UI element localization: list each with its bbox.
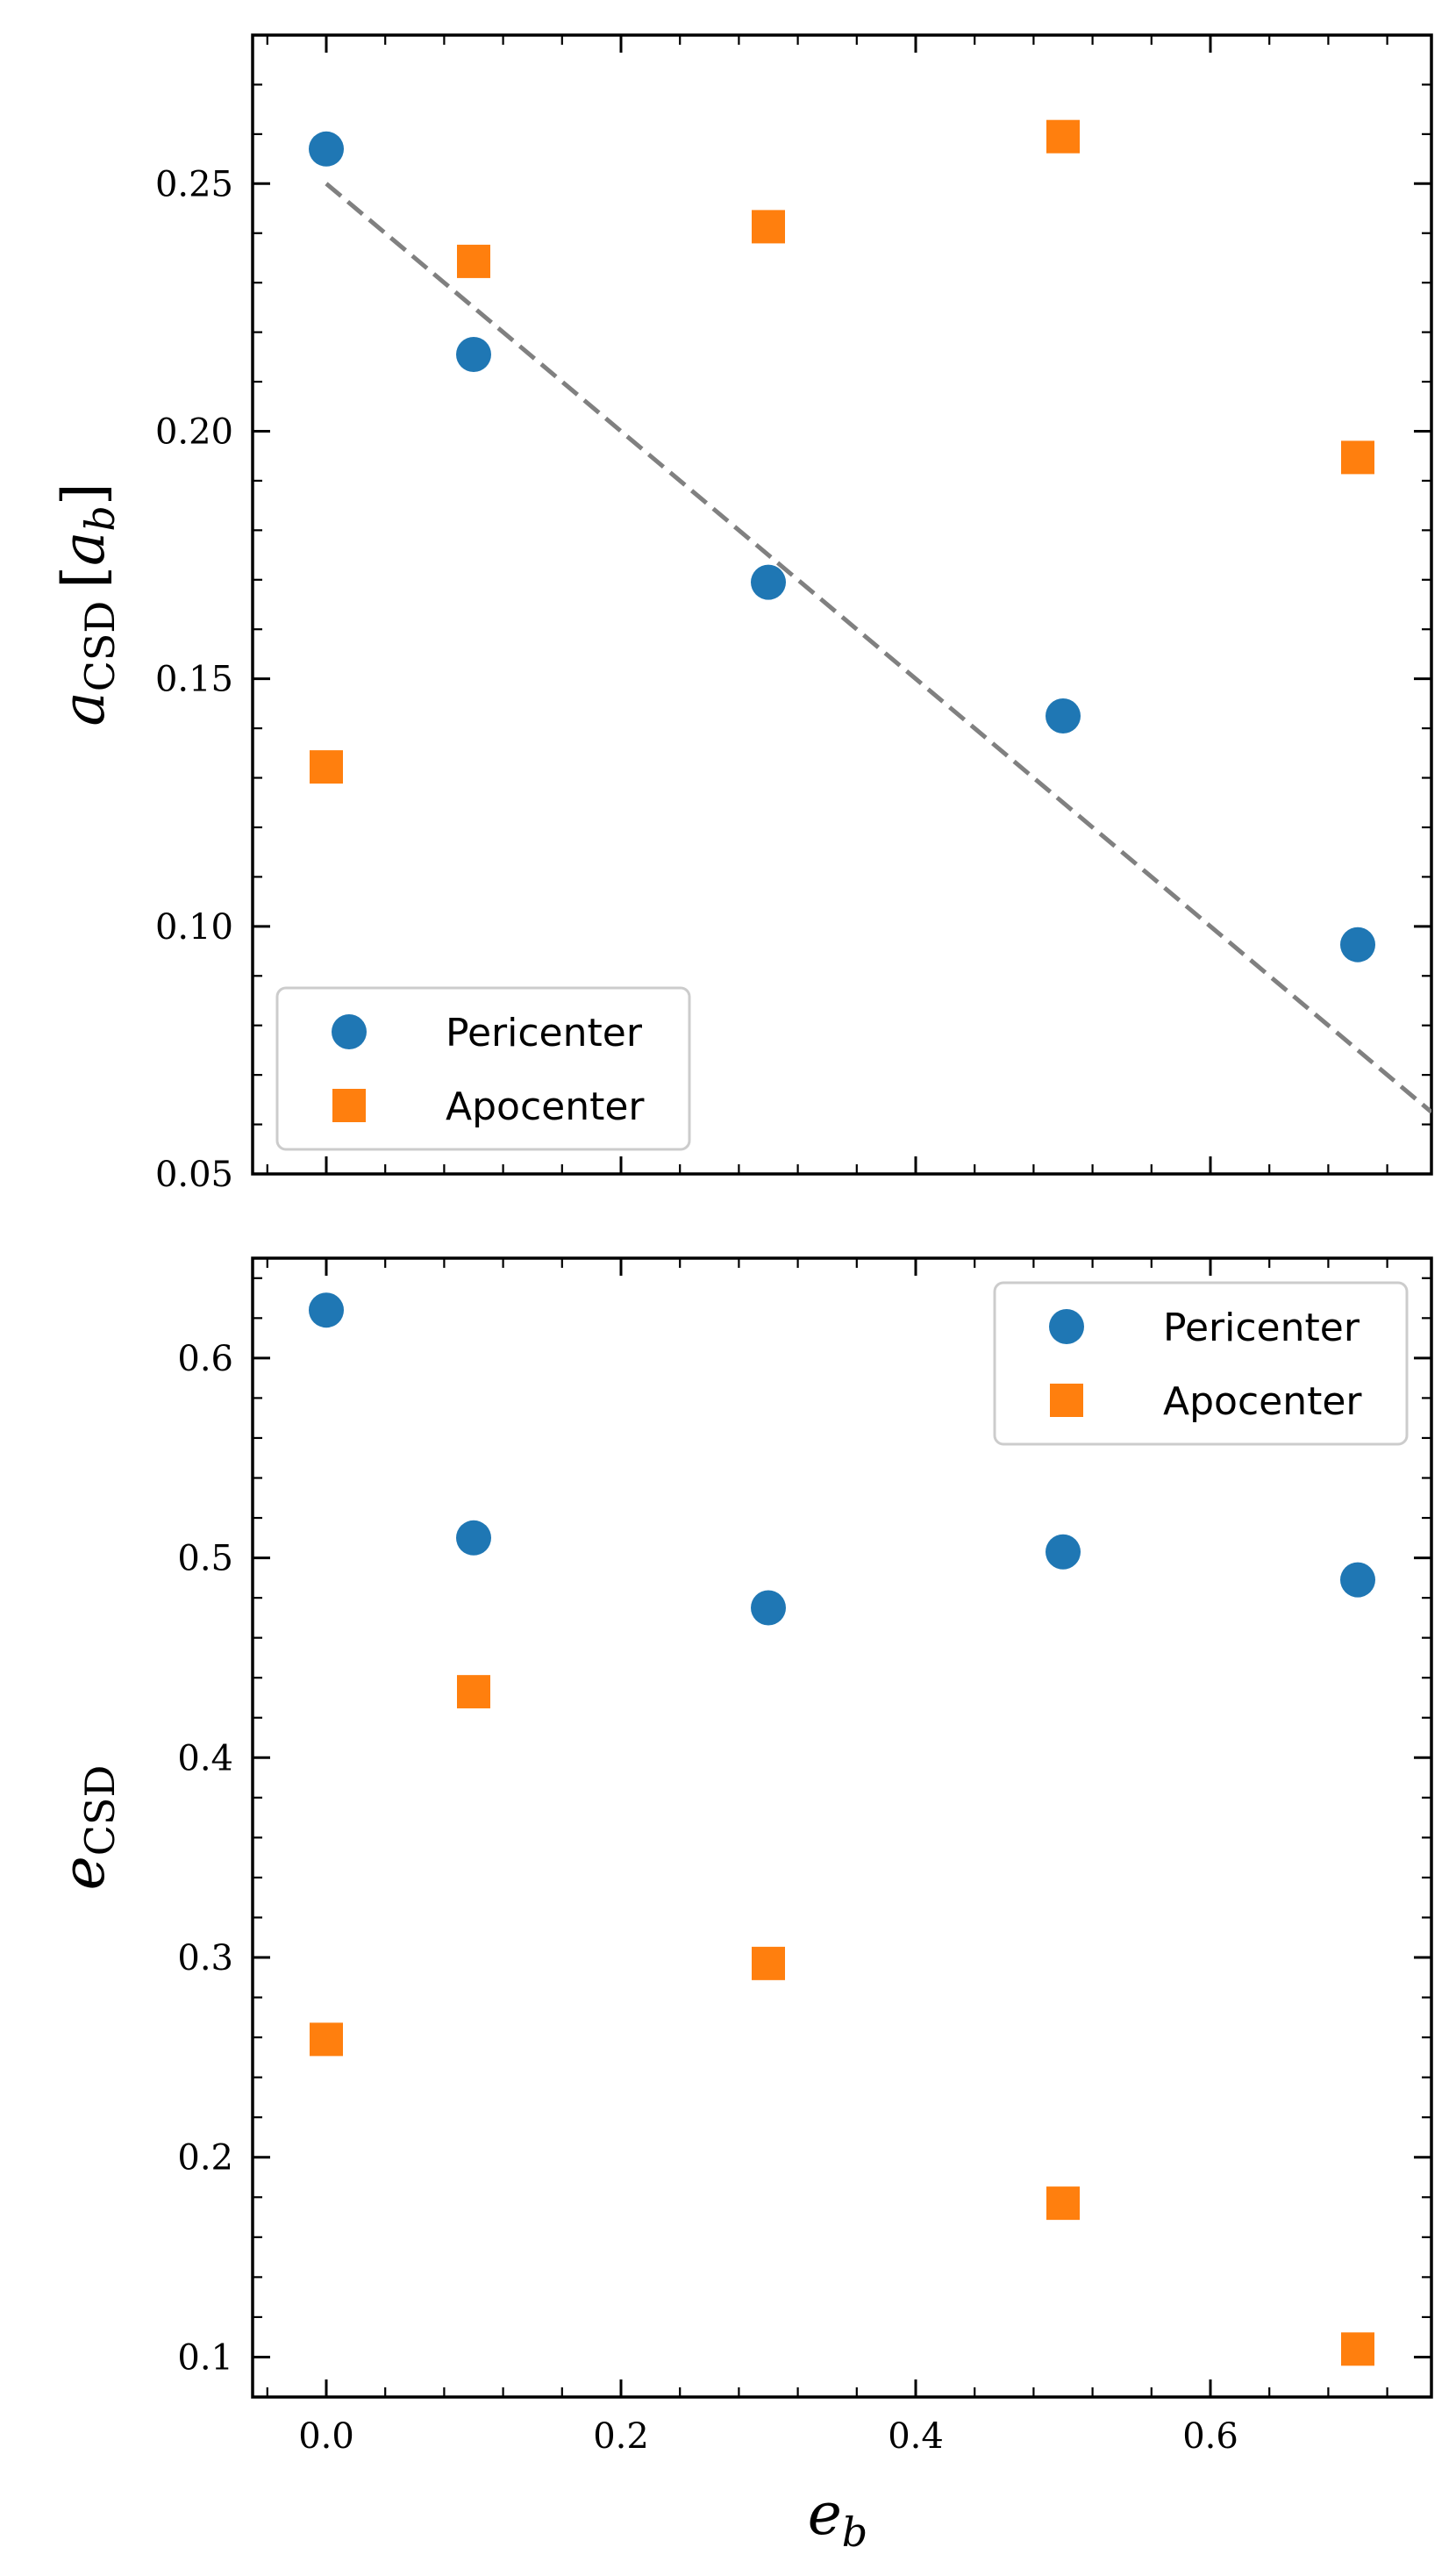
plot-frame (251, 1256, 1433, 2399)
point-apocenter (310, 2022, 343, 2057)
point-pericenter (1046, 698, 1081, 733)
legend-label-apocenter: Apocenter (1163, 1379, 1362, 1424)
x-tick-label: 0.0 (298, 2416, 354, 2457)
x-tick-label: 0.6 (1182, 2416, 1238, 2457)
point-apocenter (310, 750, 343, 784)
point-apocenter (752, 1946, 785, 1980)
y-tick-label: 0.4 (177, 1738, 233, 1778)
y-axis-title: aCSD[ab] (50, 483, 124, 726)
legend-label-pericenter: Pericenter (1163, 1306, 1360, 1350)
legend-box (275, 986, 691, 1151)
top-panel-a-csd: 0.050.100.150.200.25aCSD[ab]PericenterAp… (50, 33, 1433, 1195)
x-axis-title: eb (808, 2480, 868, 2556)
y-axis-unit-sub: b (76, 505, 124, 531)
point-pericenter (1340, 1562, 1375, 1598)
point-pericenter (456, 337, 491, 373)
point-pericenter (309, 1292, 344, 1328)
legend-marker-apocenter (1050, 1384, 1083, 1417)
point-apocenter (752, 210, 785, 244)
y-axis-unit-close: ] (50, 483, 118, 505)
point-apocenter (1046, 119, 1080, 154)
y-tick-label: 0.2 (177, 2138, 233, 2179)
data-layer (309, 119, 1431, 1114)
y-tick-label: 0.20 (155, 411, 233, 452)
y-tick-label: 0.15 (155, 660, 233, 700)
y-axis-unit-main: a (50, 532, 118, 566)
legend-label-pericenter: Pericenter (446, 1011, 643, 1055)
point-apocenter (1341, 2332, 1374, 2366)
y-tick-label: 0.1 (177, 2337, 233, 2378)
legend: Pericenter Apocenter (275, 986, 691, 1151)
y-axis-title: eCSD (50, 1765, 124, 1891)
point-pericenter (309, 131, 344, 167)
y-tick-label: 0.10 (155, 907, 233, 948)
point-apocenter (457, 244, 490, 278)
point-pericenter (751, 564, 786, 600)
legend: Pericenter Apocenter (993, 1281, 1409, 1446)
data-layer (309, 1292, 1375, 2366)
legend-marker-pericenter (1049, 1309, 1084, 1344)
y-axis-unit-open: [ (50, 566, 118, 589)
y-axis-title-sub: CSD (76, 601, 124, 692)
point-apocenter (1341, 440, 1374, 475)
reference-dashed-line (325, 182, 1431, 1114)
legend-label-apocenter: Apocenter (446, 1084, 645, 1129)
point-pericenter (1046, 1534, 1081, 1570)
y-axis-title-sub: CSD (76, 1765, 124, 1857)
y-tick-label: 0.05 (155, 1155, 233, 1195)
y-tick-label: 0.6 (177, 1339, 233, 1379)
bottom-panel-e-csd: 0.1 0.2 0.3 0.4 0.5 0.6 0.0 0.2 0.4 0.6 eCSD Perice… (50, 1256, 1433, 2457)
y-tick-label: 0.3 (177, 1938, 233, 1979)
x-axis-title-sub: b (842, 2508, 867, 2556)
point-pericenter (456, 1520, 491, 1556)
point-apocenter (457, 1675, 490, 1709)
y-axis-title-main: a (50, 691, 118, 726)
y-tick-label: 0.5 (177, 1539, 233, 1579)
legend-marker-pericenter (332, 1014, 367, 1049)
x-tick-label: 0.4 (888, 2416, 944, 2457)
x-tick-label: 0.2 (593, 2416, 649, 2457)
legend-box (993, 1281, 1409, 1446)
y-tick-label: 0.25 (155, 164, 233, 204)
x-axis-title-main: e (808, 2480, 842, 2548)
point-pericenter (751, 1590, 786, 1626)
point-apocenter (1046, 2186, 1080, 2221)
y-axis-title-main: e (50, 1856, 118, 1890)
legend-marker-apocenter (332, 1089, 366, 1122)
plot-frame (251, 33, 1433, 1176)
point-pericenter (1340, 927, 1375, 962)
